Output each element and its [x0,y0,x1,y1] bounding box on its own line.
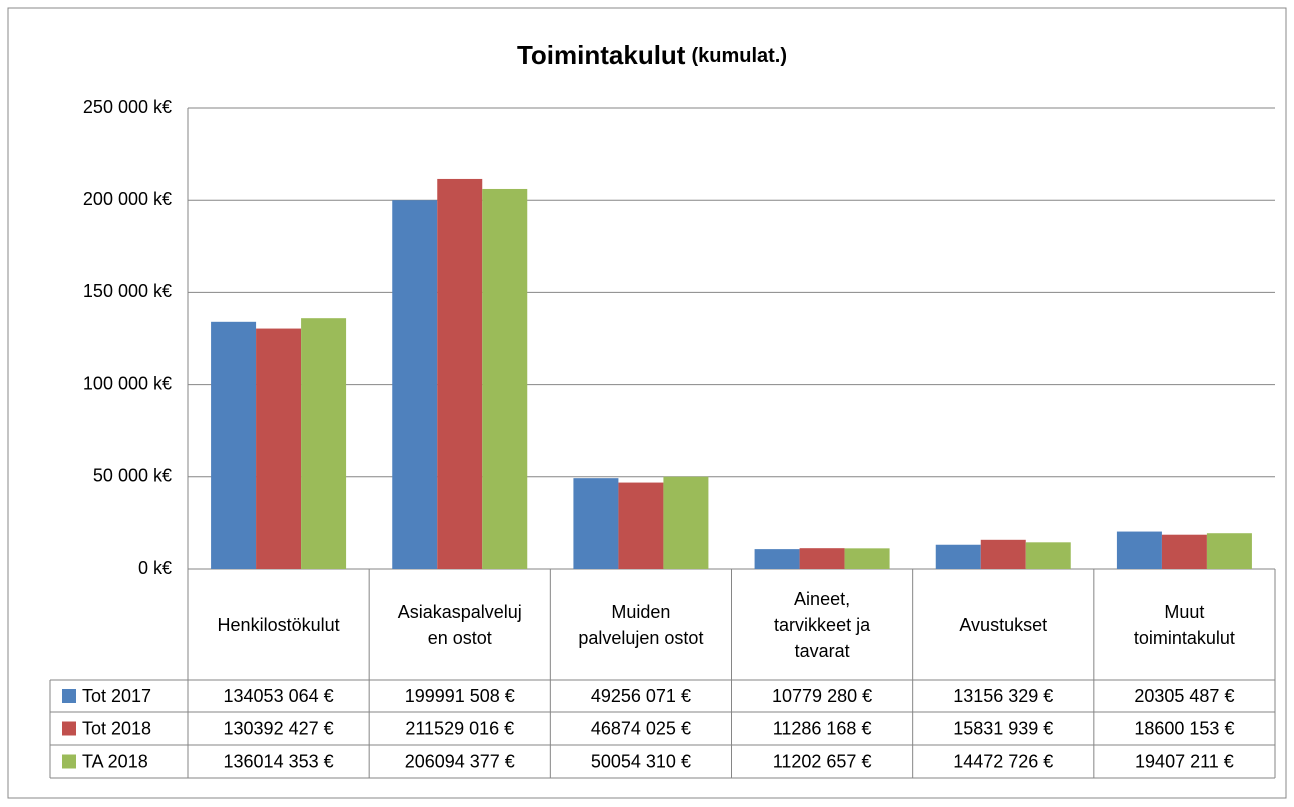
bar [844,548,890,569]
bar [211,321,257,569]
data-table-value: 130392 427 € [224,718,334,738]
data-table-value: 19407 211 € [1135,751,1234,771]
data-table-value: 46874 025 € [591,718,691,738]
data-table-value: 10779 280 € [772,686,872,706]
chart-title: Toimintakulut [517,40,686,70]
data-table-value: 199991 508 € [405,686,515,706]
bar [799,548,845,569]
bar [1025,542,1071,569]
y-tick-label: 200 000 k€ [83,189,172,209]
legend-key [62,754,76,769]
chart-subtitle: (kumulat.) [691,45,787,67]
x-tick-label: Avustukset [959,614,1048,635]
legend-label: Tot 2017 [82,686,151,706]
data-table-value: 14472 726 € [953,751,1053,771]
y-tick-label: 100 000 k€ [83,373,172,393]
data-table-value: 20305 487 € [1134,686,1234,706]
bar [392,200,438,570]
legend-key [62,721,76,736]
data-table-value: 13156 329 € [953,686,1053,706]
bar [663,476,709,569]
data-table-value: 49256 071 € [591,686,691,706]
bar [437,178,483,569]
data-table-value: 11202 657 € [773,751,872,771]
data-table-value: 136014 353 € [224,751,334,771]
bar [1206,533,1252,569]
legend-label: Tot 2018 [82,718,151,738]
bar [1161,534,1207,569]
bar [618,482,664,569]
data-table-value: 15831 939 € [953,718,1053,738]
data-table-value: 11286 168 € [773,718,872,738]
y-tick-label: 50 000 k€ [93,466,172,486]
legend-key [62,689,76,703]
data-table-value: 50054 310 € [591,751,691,771]
x-tick-label: Henkilostökulut [217,614,340,635]
bar [301,318,347,569]
bar [1116,531,1162,569]
data-table-value: 206094 377 € [405,751,515,771]
chart-title-group: Toimintakulut (kumulat.) [517,40,787,70]
bar [482,188,528,569]
bar [935,544,981,569]
bar [573,478,619,569]
y-tick-label: 0 k€ [138,558,172,578]
y-tick-label: 150 000 k€ [83,281,172,301]
bar [980,539,1026,569]
x-tick-label: Asiakaspalvelujen ostot [397,601,522,648]
data-table-value: 134053 064 € [224,686,334,706]
x-tick-label: Muiden palvelujen ostot [578,601,704,648]
legend-label: TA 2018 [82,751,148,771]
x-tick-label: Aineet, tarvikkeet ja tavarat [774,588,871,661]
y-tick-label: 250 000 k€ [83,97,172,117]
data-table-value: 211529 016 € [405,718,514,738]
data-table-value: 18600 153 € [1134,718,1234,738]
bar [754,549,800,569]
x-tick-label: Muut toimintakulut [1133,601,1235,648]
bar [256,328,302,569]
